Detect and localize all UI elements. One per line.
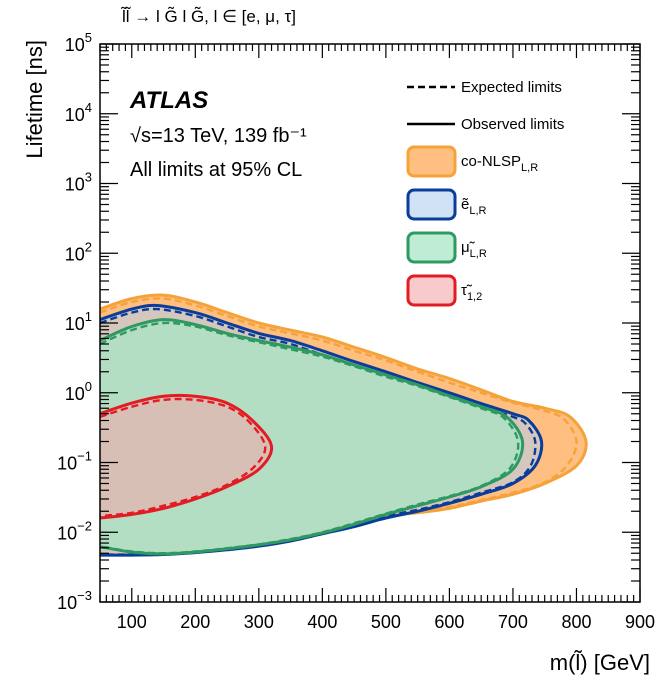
legend-series-name: ẽ — [461, 196, 469, 213]
legend-swatch-1 — [406, 188, 457, 221]
y-tick-label: 100 — [65, 379, 92, 404]
legend-series-subscript: 1,2 — [467, 291, 482, 303]
legend-series-entries: co-NLSPL,RẽL,Rμ̃L,Rτ̃1,2 — [406, 145, 538, 307]
y-tick-base: 10 — [65, 384, 85, 404]
legend: Expected limits Observed limits co-NLSPL… — [406, 79, 564, 307]
y-tick-exponent: 3 — [85, 170, 92, 185]
y-tick-base: 10 — [65, 244, 85, 264]
y-tick-base: 10 — [65, 175, 85, 195]
y-tick-base: 10 — [57, 454, 77, 474]
x-tick-label: 200 — [180, 612, 210, 632]
legend-swatch-0 — [406, 145, 457, 178]
series-2-observed-line — [100, 318, 525, 556]
y-tick-exponent: −2 — [77, 518, 92, 533]
legend-series-label-3: τ̃1,2 — [461, 282, 482, 303]
y-tick-base: 10 — [57, 593, 77, 613]
legend-series-subscript: L,R — [470, 248, 487, 260]
legend-expected-label: Expected limits — [461, 79, 562, 96]
y-tick-exponent: −1 — [77, 449, 92, 464]
y-tick-label: 103 — [65, 170, 92, 195]
y-tick-base: 10 — [57, 523, 77, 543]
legend-series-subscript: L,R — [521, 162, 538, 174]
x-tick-label: 800 — [561, 612, 591, 632]
y-tick-exponent: 0 — [85, 379, 92, 394]
y-tick-exponent: 4 — [85, 100, 92, 115]
y-tick-label: 102 — [65, 239, 92, 264]
legend-swatch-3 — [406, 274, 457, 307]
x-tick-label: 600 — [434, 612, 464, 632]
y-tick-label: 10−1 — [57, 449, 92, 474]
y-axis-title: Lifetime [ns] — [22, 40, 47, 159]
legend-series-label-1: ẽL,R — [461, 196, 487, 217]
legend-series-subscript: L,R — [469, 205, 486, 217]
x-axis-title: m(l̃) [GeV] — [550, 650, 650, 675]
series-3-observed-line — [100, 393, 274, 520]
x-tick-label: 100 — [117, 612, 147, 632]
y-tick-label: 101 — [65, 309, 92, 334]
legend-series-label-0: co-NLSPL,R — [461, 153, 538, 174]
y-tick-exponent: −3 — [77, 588, 92, 603]
axis-ticks — [99, 43, 641, 603]
x-tick-label: 500 — [371, 612, 401, 632]
series-3-observed-fill — [100, 395, 272, 518]
energy-lumi-label: √s=13 TeV, 139 fb⁻¹ — [130, 125, 307, 147]
legend-series-label-2: μ̃L,R — [461, 239, 487, 260]
y-tick-exponent: 2 — [85, 239, 92, 254]
x-tick-label: 900 — [625, 612, 655, 632]
y-tick-label: 10−3 — [57, 588, 92, 613]
axis-tick-labels: 100 200 300 400 500 600 700 800 90010−310−210−11… — [57, 30, 655, 632]
y-tick-label: 10−2 — [57, 518, 92, 543]
y-tick-base: 10 — [65, 35, 85, 55]
y-tick-exponent: 5 — [85, 30, 92, 45]
y-tick-label: 105 — [65, 30, 92, 55]
y-tick-exponent: 1 — [85, 309, 92, 324]
process-label: l̃l̃ → l G̃ l G̃, l ∈ [e, μ, τ] — [120, 6, 296, 26]
y-tick-base: 10 — [65, 314, 85, 334]
series-3-group — [100, 393, 274, 520]
x-tick-label: 300 — [244, 612, 274, 632]
legend-swatch-2 — [406, 231, 457, 264]
legend-observed-label: Observed limits — [461, 116, 564, 133]
y-tick-base: 10 — [65, 105, 85, 125]
x-tick-label: 700 — [498, 612, 528, 632]
contour-layer — [100, 293, 588, 557]
experiment-label: ATLAS — [129, 87, 208, 114]
x-tick-label: 400 — [307, 612, 337, 632]
series-1-expected-line — [100, 307, 537, 556]
series-3-expected-line — [100, 397, 267, 518]
cl-note: All limits at 95% CL — [130, 159, 302, 181]
y-tick-label: 104 — [65, 100, 92, 125]
legend-series-name: co-NLSP — [461, 153, 521, 170]
